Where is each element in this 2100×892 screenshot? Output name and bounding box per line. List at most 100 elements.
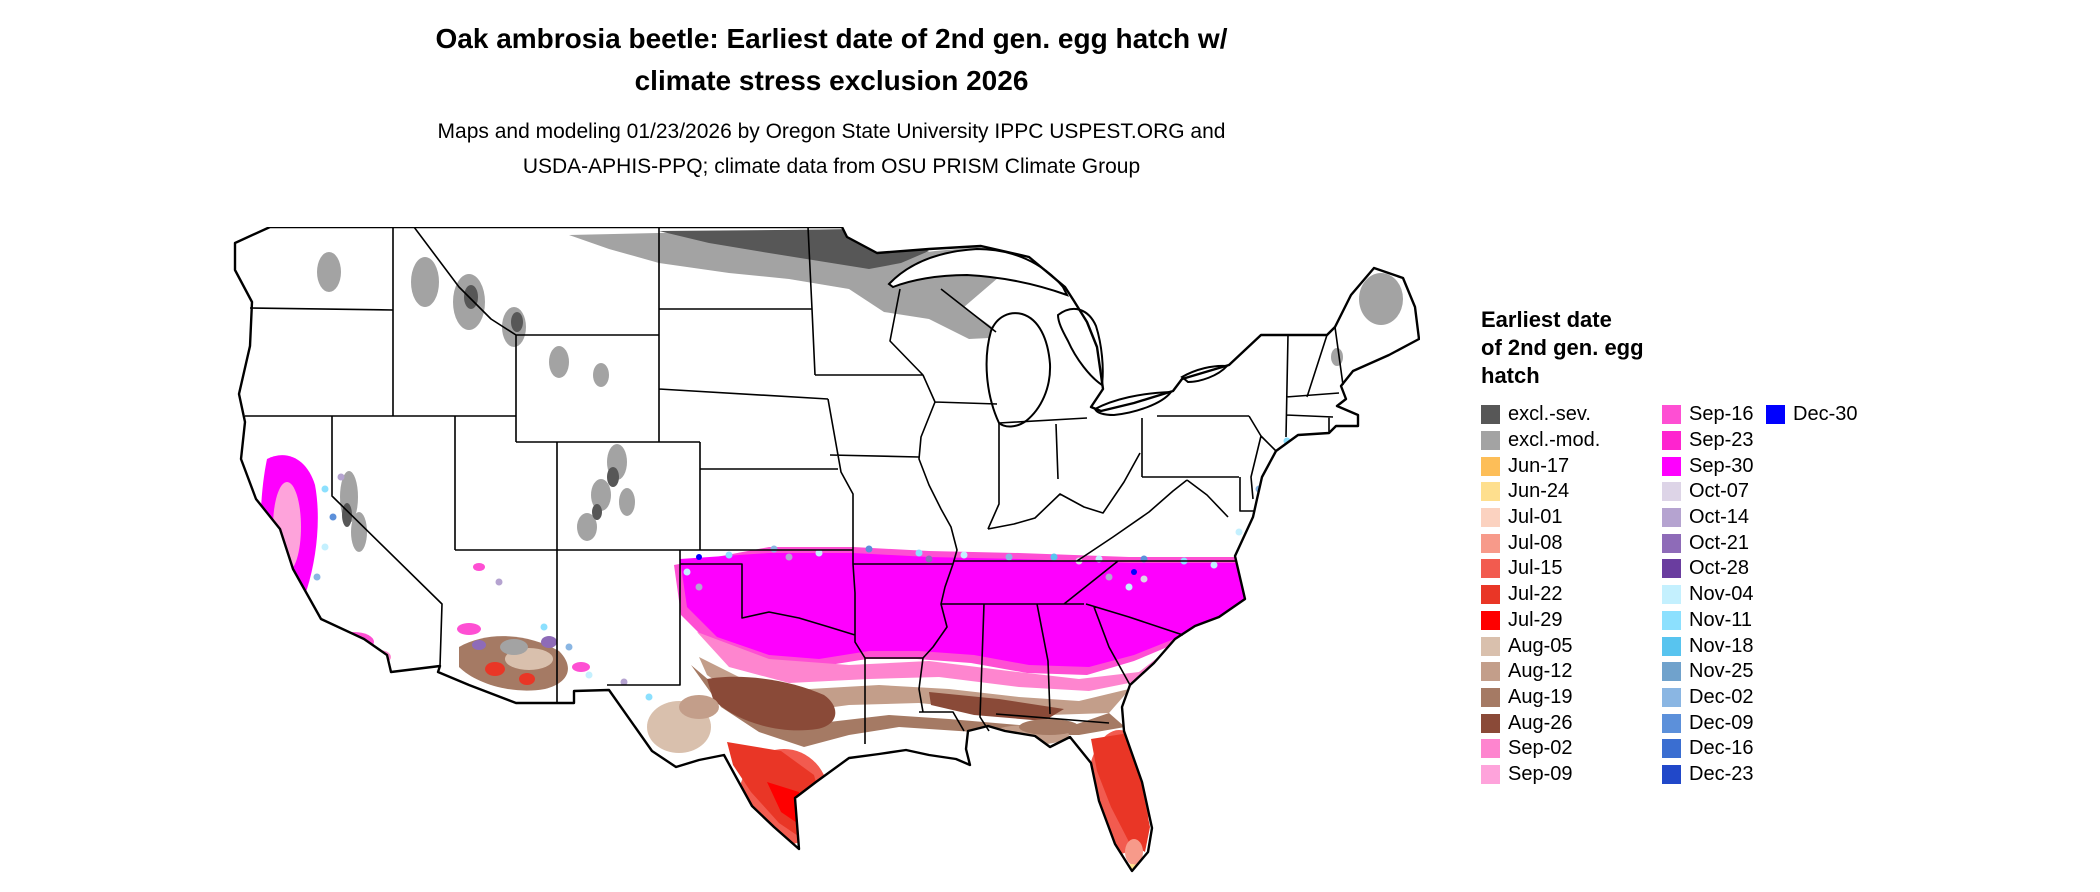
map-subtitle: Maps and modeling 01/23/2026 by Oregon S… <box>0 114 1663 184</box>
legend-label: Jul-08 <box>1508 531 1563 554</box>
legend-columns: excl.-sev. excl.-mod. Jun-17 Jun <box>1481 402 2081 787</box>
terrain-patch <box>411 257 439 307</box>
map-subtitle-line1: Maps and modeling 01/23/2026 by Oregon S… <box>437 120 1226 143</box>
legend-row: Aug-05 <box>1481 633 1662 659</box>
region-westtexas-aug12 <box>679 695 719 719</box>
speckle-dot <box>540 623 548 631</box>
legend-color-swatch <box>1662 456 1681 476</box>
legend-row: Oct-14 <box>1662 505 1766 531</box>
region-stexas-jul08 <box>799 797 819 841</box>
speckle-dot <box>495 578 503 586</box>
legend-color-swatch <box>1481 636 1500 656</box>
legend-color-swatch <box>1662 559 1681 579</box>
legend-label: excl.-mod. <box>1508 429 1601 452</box>
legend-label: Sep-16 <box>1689 403 1754 426</box>
legend-color-swatch <box>1481 739 1500 759</box>
speckles-oct14 <box>337 473 1113 686</box>
legend-label: Aug-05 <box>1508 634 1573 657</box>
terrain-patch <box>577 513 597 541</box>
legend-label: Nov-18 <box>1689 634 1754 657</box>
pink-patch <box>572 662 590 672</box>
legend-color-swatch <box>1662 482 1681 502</box>
legend-label: Jul-01 <box>1508 506 1563 529</box>
legend-row: Nov-18 <box>1662 633 1766 659</box>
pink-patch <box>473 563 485 571</box>
legend-column-1: excl.-sev. excl.-mod. Jun-17 Jun <box>1481 402 1662 787</box>
legend-title: Earliest date of 2nd gen. egg hatch <box>1481 306 2081 390</box>
speckle-dot <box>683 568 691 576</box>
legend-color-swatch <box>1481 764 1500 784</box>
terrain-patch <box>549 346 569 378</box>
legend-title-line2: of 2nd gen. egg <box>1481 335 1644 360</box>
legend-color-swatch <box>1662 585 1681 605</box>
speckle-dot <box>925 555 933 563</box>
speckle-dot <box>1235 528 1243 536</box>
hot-patch <box>519 673 535 685</box>
terrain-patch <box>464 285 478 309</box>
legend: Earliest date of 2nd gen. egg hatch excl… <box>1481 306 2081 787</box>
legend-color-swatch <box>1662 739 1681 759</box>
legend-color-swatch <box>1481 482 1500 502</box>
terrain-patch <box>593 363 609 387</box>
speckle-dot <box>1140 575 1148 583</box>
legend-label: Oct-28 <box>1689 557 1750 580</box>
legend-row: Jul-15 <box>1481 556 1662 582</box>
legend-row: Oct-07 <box>1662 479 1766 505</box>
legend-row: Jun-24 <box>1481 479 1662 505</box>
legend-color-swatch <box>1481 431 1500 451</box>
map-title-line2: climate stress exclusion 2026 <box>634 65 1029 96</box>
legend-color-swatch <box>1662 662 1681 682</box>
legend-label: Jul-22 <box>1508 583 1563 606</box>
speckles-dec30 <box>696 554 1137 575</box>
legend-label: Sep-02 <box>1508 737 1573 760</box>
speckle-dot <box>1210 561 1218 569</box>
legend-label: Oct-21 <box>1689 531 1750 554</box>
speckle-dot <box>725 551 733 559</box>
region-aug26-texas <box>707 676 836 731</box>
speckle-dot <box>321 543 329 551</box>
legend-row: Aug-19 <box>1481 685 1662 711</box>
legend-row: Dec-23 <box>1662 762 1766 788</box>
speckle-dot <box>770 545 778 553</box>
legend-color-swatch <box>1481 713 1500 733</box>
legend-label: Sep-23 <box>1689 429 1754 452</box>
speckle-dot <box>329 513 337 521</box>
speckle-dot <box>1105 573 1113 581</box>
terrain-patch <box>591 479 611 511</box>
purple-patch <box>472 640 486 650</box>
legend-label: Sep-30 <box>1689 454 1754 477</box>
legend-row: Jul-29 <box>1481 608 1662 634</box>
legend-label: Sep-09 <box>1508 762 1573 785</box>
legend-color-swatch <box>1481 559 1500 579</box>
legend-title-line3: hatch <box>1481 363 1540 388</box>
legend-color-swatch <box>1481 662 1500 682</box>
legend-color-swatch <box>1662 636 1681 656</box>
legend-title-line1: Earliest date <box>1481 307 1612 332</box>
legend-row: excl.-mod. <box>1481 428 1662 454</box>
speckle-dot <box>1050 553 1058 561</box>
us-map <box>233 227 1420 873</box>
speckle-dot <box>1125 583 1133 591</box>
legend-row: Dec-02 <box>1662 685 1766 711</box>
legend-row: Oct-28 <box>1662 556 1766 582</box>
legend-row: Jun-17 <box>1481 453 1662 479</box>
region-panhandle-aug19 <box>1019 719 1079 735</box>
region-sflorida-jul08 <box>1125 839 1143 865</box>
legend-color-swatch <box>1481 585 1500 605</box>
legend-color-swatch <box>1481 687 1500 707</box>
legend-row: Nov-25 <box>1662 659 1766 685</box>
legend-label: Nov-11 <box>1689 608 1752 631</box>
speckle-dot <box>337 473 345 481</box>
legend-column-3: Dec-30 <box>1766 402 1857 428</box>
hot-patch <box>485 662 505 676</box>
legend-label: Dec-23 <box>1689 762 1754 785</box>
legend-row: Aug-26 <box>1481 710 1662 736</box>
speckle-dot <box>915 549 923 557</box>
terrain-patch <box>607 467 619 487</box>
legend-color-swatch <box>1662 508 1681 528</box>
legend-label: Jul-15 <box>1508 557 1563 580</box>
speckle-dot <box>585 671 593 679</box>
legend-label: Jul-29 <box>1508 608 1563 631</box>
speckle-dot <box>565 643 573 651</box>
legend-label: Dec-09 <box>1689 711 1754 734</box>
